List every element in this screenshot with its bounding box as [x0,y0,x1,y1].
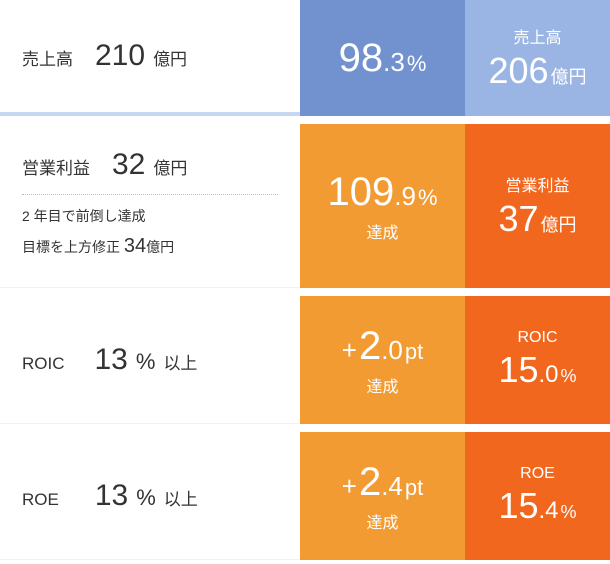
roe-delta: +2.4pt 達成 [300,432,465,560]
roe-target-pct: % [136,485,156,511]
op-note-line1: 2 年目で前倒し達成 [22,205,278,229]
roic-actual: ROIC 15.0% [465,296,610,424]
row-revenue-target: 売上高 210 億円 [0,0,300,116]
roic-delta-dec: .0 [381,335,403,366]
roic-actual-unit: % [561,366,577,387]
roic-target: ROIC 13% 以上 [0,296,300,424]
roic-actual-dec: .0 [539,361,559,389]
roe-target-suffix: 以上 [164,485,198,510]
row-roe: ROE 13% 以上 +2.4pt 達成 ROE 15.4% [0,432,610,560]
revenue-label: 売上高 [22,45,73,70]
op-ratio-dec: .9 [394,181,416,212]
row-revenue-ratio: 98.3% [300,0,465,116]
op-actual: 営業利益 37億円 [465,124,610,288]
op-target-note: 2 年目で前倒し達成 目標を上方修正 34億円 [22,194,278,263]
roic-target-value: 13 [95,343,128,377]
roic-actual-int: 15 [498,349,538,391]
revenue-target-value: 210 [95,39,145,73]
revenue-actual-value: 206 [488,50,548,92]
roic-target-suffix: 以上 [163,349,197,374]
op-ratio-unit: % [418,185,438,211]
op-ratio-int: 109 [328,170,395,215]
op-actual-unit: 億円 [541,211,577,237]
roe-plus: + [342,471,357,502]
revenue-ratio-unit: % [407,51,427,77]
roe-actual-dec: .4 [539,497,559,525]
roic-plus: + [342,335,357,366]
op-note-line2: 目標を上方修正 34億円 [22,229,278,263]
row-revenue: 売上高 210 億円 98.3% 売上高 206億円 [0,0,610,116]
op-ratio: 109.9% 達成 [300,124,465,288]
op-target-unit: 億円 [153,154,187,179]
op-ratio-sub: 達成 [366,219,398,243]
roe-target: ROE 13% 以上 [0,432,300,560]
op-actual-value: 37 [498,198,538,240]
revenue-actual-unit: 億円 [551,63,587,89]
row-roic: ROIC 13% 以上 +2.0pt 達成 ROIC 15.0% [0,296,610,424]
roic-label: ROIC [22,354,65,374]
roic-actual-label: ROIC [518,329,558,347]
roe-label: ROE [22,490,59,510]
revenue-ratio-dec: .3 [383,47,405,78]
roic-target-pct: % [136,349,156,375]
op-target: 営業利益 32 億円 2 年目で前倒し達成 目標を上方修正 34億円 [0,124,300,288]
roic-delta-sub: 達成 [366,373,398,397]
roe-delta-unit: pt [405,475,423,501]
revenue-actual-label: 売上高 [513,24,561,48]
op-actual-label: 営業利益 [505,172,569,196]
roe-delta-dec: .4 [381,471,403,502]
revenue-target-unit: 億円 [153,45,187,70]
row-operating-profit: 営業利益 32 億円 2 年目で前倒し達成 目標を上方修正 34億円 109.9… [0,124,610,288]
revenue-ratio-int: 98 [339,36,384,81]
roic-delta-unit: pt [405,339,423,365]
roic-delta-int: 2 [359,324,381,369]
roe-delta-sub: 達成 [366,509,398,533]
roe-target-value: 13 [95,479,128,513]
roic-delta: +2.0pt 達成 [300,296,465,424]
row-revenue-actual: 売上高 206億円 [465,0,610,116]
roe-actual: ROE 15.4% [465,432,610,560]
roe-delta-int: 2 [359,460,381,505]
roe-actual-unit: % [561,502,577,523]
op-label: 営業利益 [22,154,90,179]
roe-actual-label: ROE [520,465,555,483]
op-target-value: 32 [112,148,145,182]
roe-actual-int: 15 [498,485,538,527]
kpi-table: 売上高 210 億円 98.3% 売上高 206億円 営業利益 32 億円 [0,0,610,560]
